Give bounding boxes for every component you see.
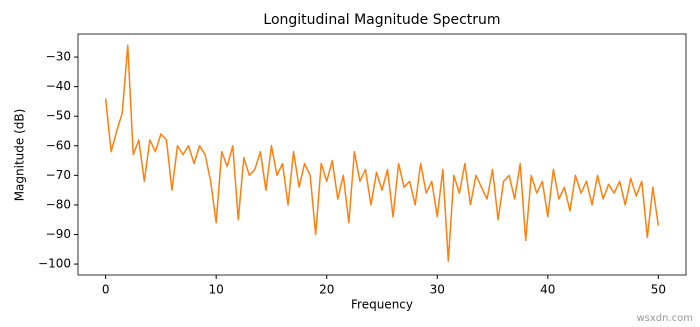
y-axis-label: Magnitude (dB) [13,109,27,202]
x-axis-label: Frequency [351,298,413,312]
x-tick-label: 10 [209,283,224,297]
chart-title: Longitudinal Magnitude Spectrum [263,12,500,28]
watermark: wsxdn.com [636,313,693,324]
y-tick-label: −70 [46,168,71,182]
y-tick-label: −60 [46,138,71,152]
x-tick-label: 40 [540,283,555,297]
x-tick-label: 0 [102,283,110,297]
x-tick-label: 20 [319,283,334,297]
y-tick-label: −30 [46,50,71,64]
y-tick-label: −50 [46,109,71,123]
data-line [104,44,660,262]
y-tick-label: −90 [46,227,71,241]
y-tick-label: −100 [38,257,71,271]
plot-frame [77,33,687,276]
x-tick-label: 50 [651,283,666,297]
y-tick-label: −80 [46,197,71,211]
x-tick-label: 30 [430,283,445,297]
y-tick-label: −40 [46,79,71,93]
